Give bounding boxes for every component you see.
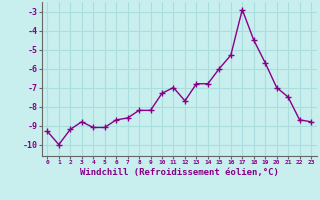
X-axis label: Windchill (Refroidissement éolien,°C): Windchill (Refroidissement éolien,°C) <box>80 168 279 177</box>
